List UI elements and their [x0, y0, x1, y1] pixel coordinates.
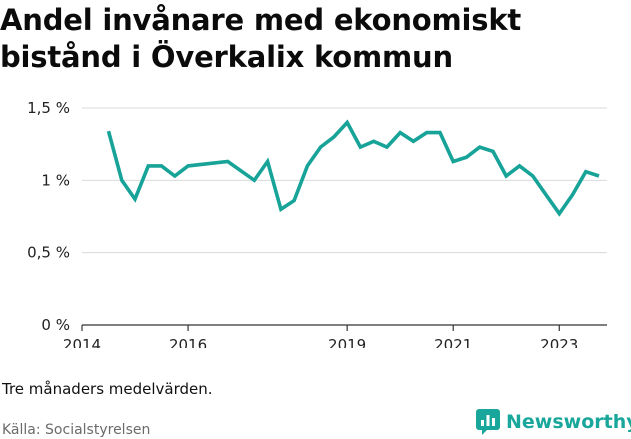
chart-note: Tre månaders medelvärden.	[2, 380, 213, 398]
brand-name: Newsworthy	[506, 411, 631, 433]
newsworthy-logo[interactable]: Newsworthy	[476, 407, 631, 437]
x-tick-label: 2019	[328, 336, 366, 348]
line-chart: 0 % 0,5 % 1 % 1,5 % 2014 2016 2019 2021 2023	[27, 99, 607, 348]
source-credit: Källa: Socialstyrelsen	[2, 422, 151, 438]
series-line	[106, 119, 600, 217]
data-series	[106, 119, 600, 217]
bar-chart-icon	[476, 409, 500, 435]
chart-title: Andel invånare med ekonomiskt bistånd i …	[0, 3, 522, 74]
y-tick-label: 1 %	[41, 171, 70, 189]
grid-lines	[82, 107, 607, 254]
x-axis: 2014 2016 2019 2021 2023	[63, 324, 607, 348]
y-tick-label: 1,5 %	[27, 99, 70, 117]
y-axis-tick-labels: 0 % 0,5 % 1 % 1,5 %	[27, 99, 70, 334]
x-tick-label: 2016	[169, 336, 207, 348]
y-tick-label: 0 %	[41, 316, 70, 334]
x-tick-label: 2014	[63, 336, 101, 348]
x-tick-label: 2023	[540, 336, 578, 348]
x-tick-label: 2021	[434, 336, 472, 348]
y-tick-label: 0,5 %	[27, 244, 70, 262]
